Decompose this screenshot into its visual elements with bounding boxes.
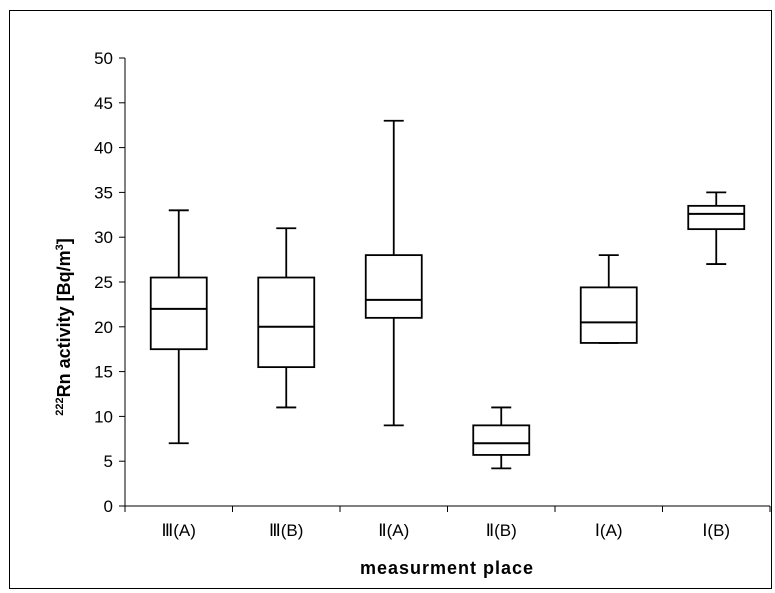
x-tick-label: Ⅰ(A) (595, 521, 623, 540)
y-tick-label: 30 (94, 228, 113, 247)
y-title-unit-exponent: 3 (54, 244, 66, 250)
box-iqr (687, 204, 746, 231)
box-iqr (257, 276, 316, 369)
y-tick-label: 0 (104, 497, 113, 516)
x-tick-label: Ⅱ(B) (486, 521, 517, 540)
box-6 (687, 191, 746, 265)
axes: 0 5 10 15 20 25 30 35 40 45 50 Ⅲ(A) Ⅲ(B) Ⅱ(A) Ⅱ(B) Ⅰ(A)… (94, 49, 771, 540)
y-tick-label: 15 (94, 363, 113, 382)
x-tick-label: Ⅲ(A) (162, 521, 196, 540)
x-axis-title: measurment place (360, 558, 534, 578)
box-iqr (579, 286, 638, 344)
box-iqr (472, 424, 531, 456)
box-series (149, 119, 746, 470)
y-title-main: Rn activity [Bq/m (54, 250, 74, 397)
y-tick-label: 20 (94, 318, 113, 337)
x-tick-label: Ⅲ(B) (269, 521, 303, 540)
box-3 (364, 119, 423, 427)
box-2 (257, 227, 316, 409)
y-title-close: ] (54, 238, 74, 244)
y-tick-label: 50 (94, 49, 113, 68)
x-tick-label: Ⅰ(B) (702, 521, 730, 540)
box-5 (579, 254, 638, 344)
y-tick-label: 40 (94, 139, 113, 158)
y-title-isotope: 222 (54, 397, 66, 415)
y-tick-label: 10 (94, 407, 113, 426)
y-tick-label: 45 (94, 94, 113, 113)
x-tick-label: Ⅱ(A) (378, 521, 409, 540)
box-iqr (364, 254, 423, 319)
box-1 (149, 209, 208, 445)
box-iqr (149, 276, 208, 351)
y-tick-label: 25 (94, 273, 113, 292)
y-tick-label: 35 (94, 183, 113, 202)
y-axis-title: 222Rn activity [Bq/m3] (54, 238, 74, 416)
y-tick-label: 5 (104, 452, 113, 471)
box-4 (472, 406, 531, 470)
